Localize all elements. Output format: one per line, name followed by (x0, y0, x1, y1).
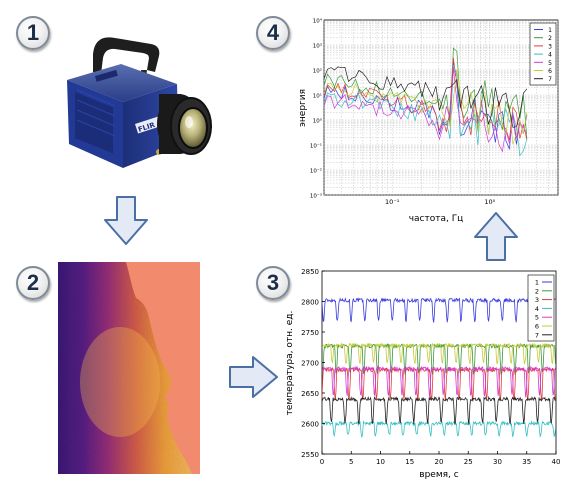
temperature-plot-area (322, 271, 556, 454)
temperature-xtick-label: 30 (493, 458, 502, 466)
spectrum-ytick-label: 10⁻² (310, 168, 322, 175)
spectrum-legend-label: 2 (548, 35, 552, 42)
spectrum-legend-label: 5 (548, 60, 552, 67)
lens-glass-icon (179, 108, 207, 148)
temperature-legend-label: 6 (535, 323, 539, 331)
spectrum-ytick-label: 10¹ (313, 93, 322, 100)
spectrum-legend-label: 4 (548, 52, 552, 59)
temperature-ytick-label: 2850 (301, 268, 319, 276)
temperature-xlabel: время, с (419, 470, 458, 480)
spectrum-legend-label: 6 (548, 68, 552, 75)
temperature-legend-label: 5 (535, 314, 539, 322)
temperature-ytick-label: 2750 (301, 329, 319, 337)
temperature-ytick-label: 2800 (301, 299, 319, 307)
spectrum-xtick-label: 10⁻¹ (385, 198, 400, 206)
thermal-face-image (58, 262, 200, 474)
temperature-ytick-label: 2650 (301, 390, 319, 398)
spectrum-ytick-label: 10⁻¹ (310, 143, 322, 150)
temperature-legend-label: 1 (535, 279, 539, 287)
temperature-xtick-label: 35 (522, 458, 531, 466)
temperature-xtick-label: 0 (320, 458, 324, 466)
spectrum-legend-label: 7 (548, 76, 552, 83)
temperature-xtick-label: 5 (349, 458, 353, 466)
temperature-ytick-label: 2550 (301, 451, 319, 459)
spectrum-ytick-label: 10⁻³ (310, 193, 322, 200)
spectrum-xlabel: частота, Гц (409, 214, 464, 224)
temperature-legend-label: 4 (535, 305, 539, 313)
spectrum-ytick-label: 10² (313, 68, 322, 75)
temperature-legend-label: 2 (535, 287, 539, 295)
thermal-camera-illustration: FLIR (55, 28, 215, 178)
spectrum-ylabel: энергия (298, 89, 308, 127)
spectrum-xtick-label: 10⁰ (484, 198, 495, 206)
step-badge-1: 1 (16, 16, 50, 50)
arrow-down-icon (104, 196, 148, 246)
spectrum-ytick-label: 10³ (313, 43, 322, 50)
temperature-legend-label: 3 (535, 296, 539, 304)
spectrum-ytick-label: 10⁴ (313, 18, 323, 25)
temperature-xtick-label: 15 (405, 458, 414, 466)
arrow-right-icon (229, 356, 279, 398)
spectrum-ytick-label: 10⁰ (313, 118, 323, 125)
temperature-ylabel: температура, отн. ед. (285, 311, 295, 416)
spectrum-legend-label: 1 (548, 27, 552, 34)
temperature-xtick-label: 10 (376, 458, 385, 466)
spectrum-legend-label: 3 (548, 43, 552, 50)
temperature-xtick-label: 20 (435, 458, 444, 466)
step-badge-4: 4 (256, 16, 290, 50)
temperature-ytick-label: 2700 (301, 360, 319, 368)
temperature-xtick-label: 40 (552, 458, 561, 466)
temperature-xtick-label: 25 (464, 458, 473, 466)
step-badge-2: 2 (16, 266, 50, 300)
temperature-legend-label: 7 (535, 331, 539, 339)
temperature-ytick-label: 2600 (301, 421, 319, 429)
spectrum-chart: 10⁻³ 10⁻² 10⁻¹ 10⁰ 10¹ 10² 10³ 10⁴ 10⁻¹ 10⁰ част… (296, 10, 566, 225)
